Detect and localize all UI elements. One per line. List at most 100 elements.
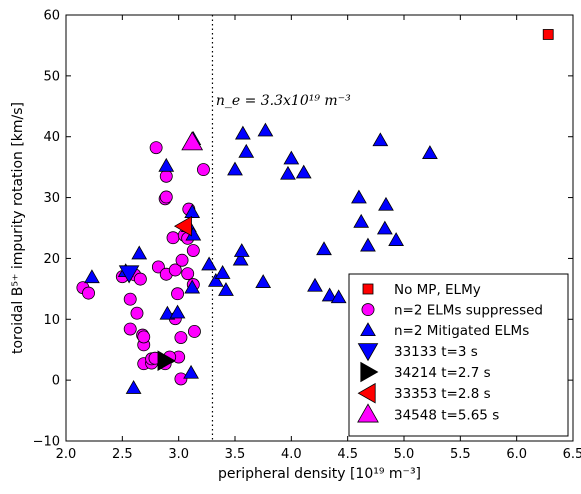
data-point	[307, 277, 323, 292]
y-tick-label: 10	[43, 313, 60, 328]
series-no-mp-elmy	[542, 29, 554, 40]
data-point	[542, 29, 554, 40]
data-point	[175, 253, 189, 267]
legend-marker	[360, 361, 379, 383]
x-tick-label: 3.5	[225, 447, 246, 462]
data-point	[376, 220, 393, 235]
x-tick-label: 4.0	[281, 447, 302, 462]
y-tick-label: 30	[43, 191, 60, 206]
density-threshold-annotation: n_e = 3.3x10¹⁹ m⁻³	[216, 93, 351, 109]
legend-marker	[362, 283, 374, 295]
data-point	[174, 372, 188, 386]
data-point	[295, 164, 312, 179]
data-point	[174, 331, 188, 344]
data-point	[184, 204, 201, 218]
data-point	[171, 287, 184, 301]
legend-marker	[360, 322, 376, 337]
x-tick-label: 2.5	[112, 447, 133, 462]
data-point	[157, 350, 176, 371]
series-33133-t-3-s	[118, 265, 140, 284]
data-point	[234, 125, 251, 140]
data-point	[159, 169, 173, 183]
data-point	[321, 287, 338, 302]
data-point	[125, 380, 142, 394]
data-point	[378, 196, 394, 211]
data-point	[257, 122, 274, 137]
legend-marker	[361, 303, 375, 317]
y-tick-label: 0	[52, 374, 60, 389]
data-point	[233, 243, 250, 257]
x-tick-label: 6.0	[506, 447, 527, 462]
data-point	[173, 215, 192, 237]
data-point	[238, 143, 255, 158]
data-point	[187, 325, 201, 338]
data-point	[388, 232, 405, 246]
data-point	[166, 231, 180, 245]
x-axis: 2.0 2.5 3.0 3.5 4.0 4.5 5.0 5.5 6.0 6.5	[56, 15, 581, 462]
data-point	[84, 269, 100, 284]
data-point	[159, 190, 173, 204]
data-point	[130, 306, 144, 320]
data-point	[218, 282, 234, 296]
legend-entry-label: 33353 t=2.8 s	[394, 386, 491, 402]
data-point	[137, 330, 151, 344]
x-tick-label: 2.0	[56, 447, 77, 462]
series-33353-t-2-8-s	[173, 215, 192, 237]
data-point	[197, 163, 210, 177]
x-tick-label: 4.5	[337, 447, 358, 462]
data-point	[151, 260, 165, 274]
data-point	[149, 141, 163, 155]
data-point	[168, 263, 182, 277]
legend-entry-label: 34214 t=2.7 s	[394, 365, 491, 381]
data-point	[133, 272, 147, 286]
legend-entry-label: n=2 ELMs suppressed	[394, 303, 543, 319]
legend-marker	[357, 403, 379, 423]
data-point	[232, 251, 249, 266]
data-point	[351, 189, 367, 204]
data-point	[207, 272, 224, 287]
x-tick-label: 5.5	[450, 447, 471, 462]
series-34548-t-5-65-s	[181, 131, 204, 151]
data-point	[372, 132, 389, 147]
legend-box	[348, 273, 569, 437]
data-point	[255, 274, 272, 288]
data-points	[76, 29, 554, 394]
legend-entry-label: 33133 t=3 s	[394, 344, 478, 360]
legend-entry-label: 34548 t=5.65 s	[394, 407, 499, 423]
y-tick-label: 20	[43, 252, 60, 267]
y-tick-label: 50	[43, 69, 60, 84]
x-tick-label: 5.0	[394, 447, 415, 462]
data-point	[183, 364, 199, 379]
series-34214-t-2-7-s	[157, 350, 176, 371]
data-point	[169, 304, 186, 319]
series-n-2-elms-suppressed	[76, 141, 210, 386]
y-tick-label: −10	[33, 435, 60, 450]
data-point	[330, 289, 347, 304]
y-axis-label: toroidal B⁵⁺ impurity rotation [km/s]	[10, 102, 26, 354]
data-point	[181, 267, 195, 281]
data-point	[123, 322, 137, 336]
legend-marker	[357, 382, 376, 404]
data-point	[316, 241, 332, 256]
data-point	[118, 265, 140, 284]
data-point	[227, 161, 243, 176]
y-axis: −10 0 10 20 30 40 50 60	[33, 9, 573, 450]
data-point	[422, 145, 438, 159]
y-tick-label: 40	[43, 130, 60, 145]
data-point	[181, 131, 204, 151]
x-axis-label: peripheral density [10¹⁹ m⁻³]	[218, 466, 421, 482]
data-point	[353, 213, 370, 228]
legend-entry-label: n=2 Mitigated ELMs	[394, 323, 529, 339]
data-point	[123, 292, 137, 306]
data-point	[214, 265, 231, 279]
data-point	[360, 237, 376, 252]
y-tick-label: 60	[43, 9, 60, 24]
legend-entry-label: No MP, ELMy	[394, 282, 481, 298]
data-point	[201, 256, 217, 271]
data-point	[280, 165, 296, 180]
data-point	[184, 279, 201, 294]
x-tick-label: 6.5	[563, 447, 581, 462]
data-point	[131, 245, 148, 260]
legend: No MP, ELMy n=2 ELMs suppressed n=2 Mitiga…	[348, 273, 569, 437]
plot-frame	[65, 14, 574, 442]
